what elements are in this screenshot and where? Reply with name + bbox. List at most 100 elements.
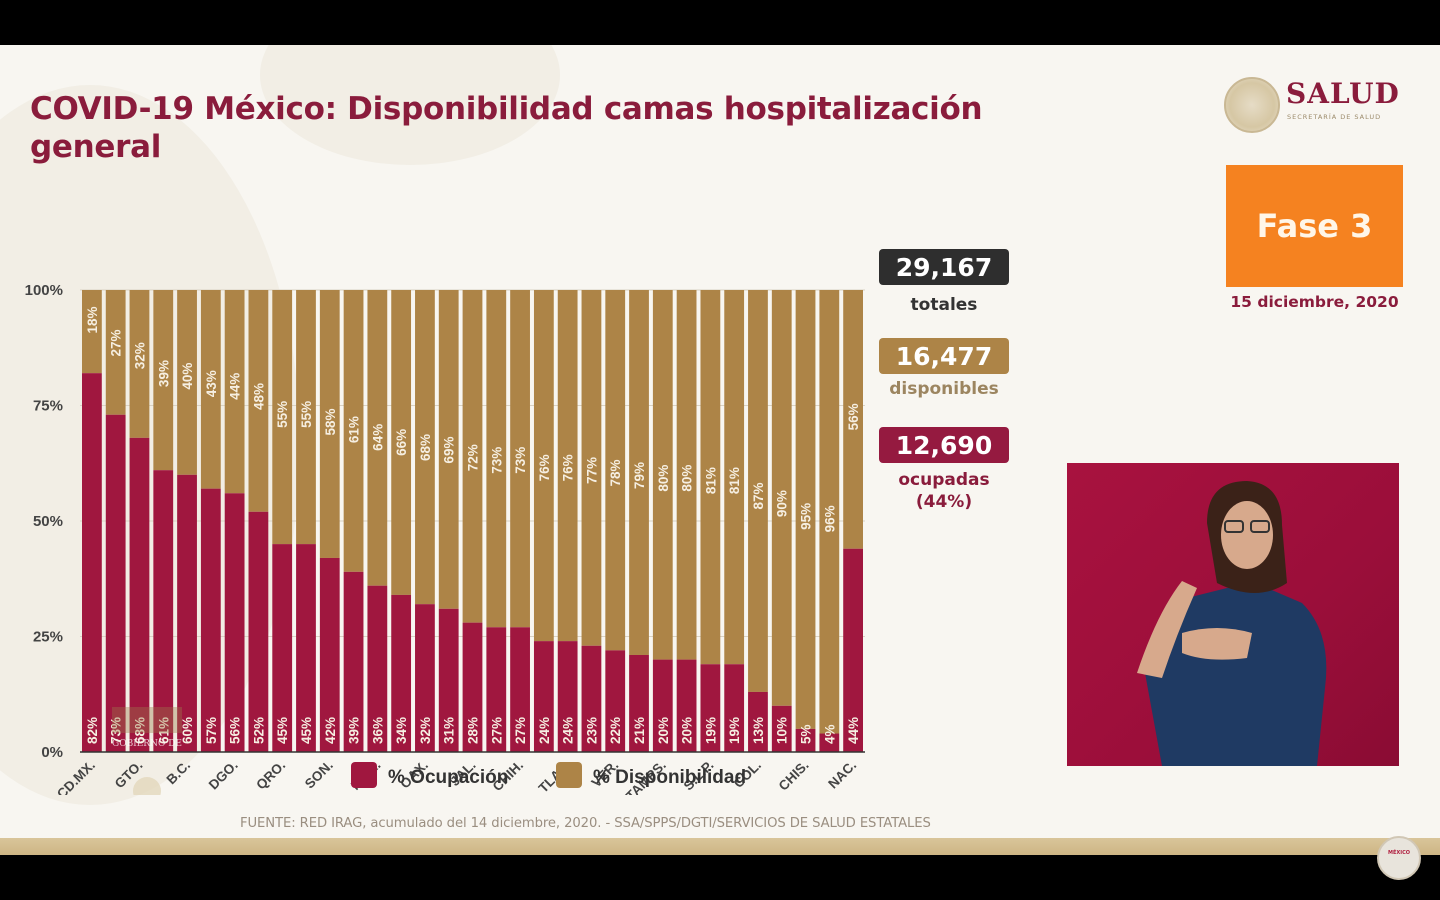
data-label-availability: 80% [656, 465, 671, 492]
bar-occupancy [200, 488, 221, 752]
x-tick-label: SON. [302, 758, 336, 792]
bar-occupancy [771, 705, 792, 752]
footer-band [0, 838, 1440, 855]
bar-occupancy [296, 544, 316, 752]
data-label-availability: 79% [632, 462, 647, 489]
data-label-availability: 48% [251, 383, 266, 410]
bar-occupancy [486, 627, 507, 752]
bar-availability [343, 290, 364, 572]
bar-availability [557, 290, 578, 642]
data-label-occupancy: 61% [156, 717, 171, 744]
bar-availability [296, 290, 316, 545]
data-label-availability: 66% [394, 429, 409, 456]
data-label-occupancy: 28% [466, 717, 481, 744]
y-tick-label: 0% [41, 744, 63, 761]
bar-occupancy [343, 571, 364, 752]
bar-occupancy [533, 641, 554, 752]
bar-occupancy [510, 627, 530, 752]
interpreter-figure [1137, 481, 1327, 766]
bar-availability [462, 290, 483, 623]
x-tick-label: QRO. [253, 758, 288, 793]
data-label-occupancy: 13% [751, 717, 766, 744]
data-label-availability: 76% [537, 454, 552, 481]
bar-occupancy [129, 437, 150, 752]
data-label-occupancy: 4% [822, 724, 837, 744]
bar-availability [224, 290, 245, 494]
bar-occupancy [415, 604, 435, 752]
bar-occupancy [676, 659, 697, 752]
data-label-occupancy: 56% [228, 717, 243, 744]
data-label-occupancy: 39% [347, 717, 362, 744]
data-label-occupancy: 45% [275, 717, 290, 744]
legend-label-availability: % Disponibilidad [593, 767, 746, 788]
data-label-occupancy: 27% [513, 717, 528, 744]
occupied-beds-value: 12,690 [879, 427, 1009, 463]
data-label-occupancy: 82% [85, 717, 100, 744]
data-label-occupancy: 19% [703, 717, 718, 744]
data-label-occupancy: 22% [608, 717, 623, 744]
data-label-occupancy: 34% [394, 717, 409, 744]
data-label-occupancy: 60% [180, 717, 195, 744]
interpreter-left-hand [1137, 581, 1197, 678]
bar-occupancy [462, 622, 483, 752]
occupied-beds-label: ocupadas [898, 470, 990, 490]
y-tick-label: 50% [33, 513, 63, 530]
data-label-availability: 44% [228, 373, 243, 400]
bar-availability [652, 290, 673, 660]
sign-language-interpreter-video [1067, 463, 1399, 766]
data-label-occupancy: 68% [132, 717, 147, 744]
total-beds-value: 29,167 [879, 249, 1009, 285]
data-label-availability: 77% [584, 457, 599, 484]
bar-availability [415, 290, 435, 605]
bars [82, 290, 863, 752]
bar-occupancy [605, 650, 626, 752]
data-label-availability: 40% [180, 363, 195, 390]
bar-availability [700, 290, 721, 665]
bar-occupancy [367, 585, 388, 752]
bar-availability [272, 290, 293, 545]
bar-occupancy [248, 511, 269, 752]
data-label-availability: 72% [466, 444, 481, 471]
bar-occupancy [843, 548, 863, 752]
bar-availability [629, 290, 649, 655]
available-beds-value: 16,477 [879, 338, 1009, 374]
bar-availability [438, 290, 459, 609]
bar-availability [843, 290, 863, 549]
bar-availability [676, 290, 697, 660]
bar-occupancy [82, 373, 102, 752]
data-labels: 18% 82% 27% 73% 32% 68% 39% 61% 40% 60% 43% 57% 44% 5… [85, 306, 861, 744]
total-beds-label: totales [910, 295, 978, 315]
legend: % Ocupación % Disponibilidad [351, 762, 746, 788]
data-label-occupancy: 23% [584, 717, 599, 744]
legend-label-occupancy: % Ocupación [388, 767, 508, 788]
national-seal-icon [1224, 77, 1280, 133]
bar-availability [200, 290, 221, 489]
data-label-occupancy: 10% [775, 717, 790, 744]
data-label-availability: 39% [156, 360, 171, 387]
x-tick-label: DGO. [206, 758, 241, 793]
bar-occupancy [272, 544, 293, 752]
bar-availability [319, 290, 340, 558]
available-beds-label: disponibles [889, 379, 999, 399]
data-label-occupancy: 73% [109, 717, 124, 744]
bar-occupancy [748, 691, 768, 752]
data-label-occupancy: 20% [656, 717, 671, 744]
data-label-occupancy: 24% [537, 717, 552, 744]
data-label-availability: 27% [109, 329, 124, 356]
data-label-occupancy: 52% [251, 717, 266, 744]
bar-occupancy [224, 493, 245, 752]
bar-availability [177, 290, 197, 475]
phase-badge: Fase 3 [1226, 165, 1403, 287]
bar-availability [486, 290, 507, 628]
bar-availability [748, 290, 768, 692]
data-label-availability: 80% [680, 465, 695, 492]
gobierno-mexico-badge: MÉXICO [1377, 836, 1421, 880]
bar-occupancy [652, 659, 673, 752]
data-label-availability: 78% [608, 459, 623, 486]
data-label-availability: 76% [561, 454, 576, 481]
data-label-availability: 81% [727, 467, 742, 494]
bar-availability [795, 290, 816, 729]
data-label-occupancy: 27% [489, 717, 504, 744]
bar-availability [391, 290, 412, 595]
occupied-beds-percent: (44%) [915, 492, 973, 512]
